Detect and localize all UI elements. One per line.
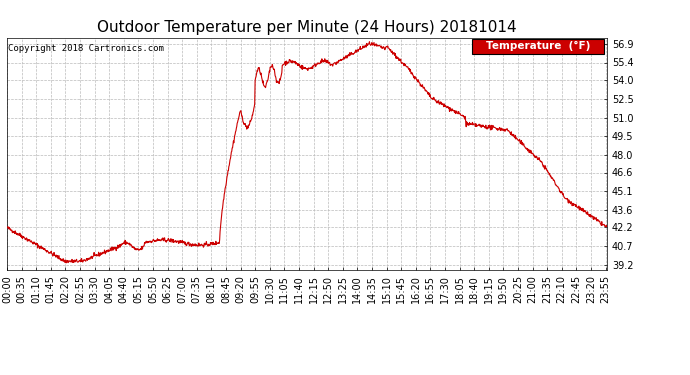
Text: Copyright 2018 Cartronics.com: Copyright 2018 Cartronics.com: [8, 45, 164, 54]
FancyBboxPatch shape: [472, 39, 604, 54]
Title: Outdoor Temperature per Minute (24 Hours) 20181014: Outdoor Temperature per Minute (24 Hours…: [97, 20, 517, 35]
Text: Temperature  (°F): Temperature (°F): [486, 41, 591, 51]
